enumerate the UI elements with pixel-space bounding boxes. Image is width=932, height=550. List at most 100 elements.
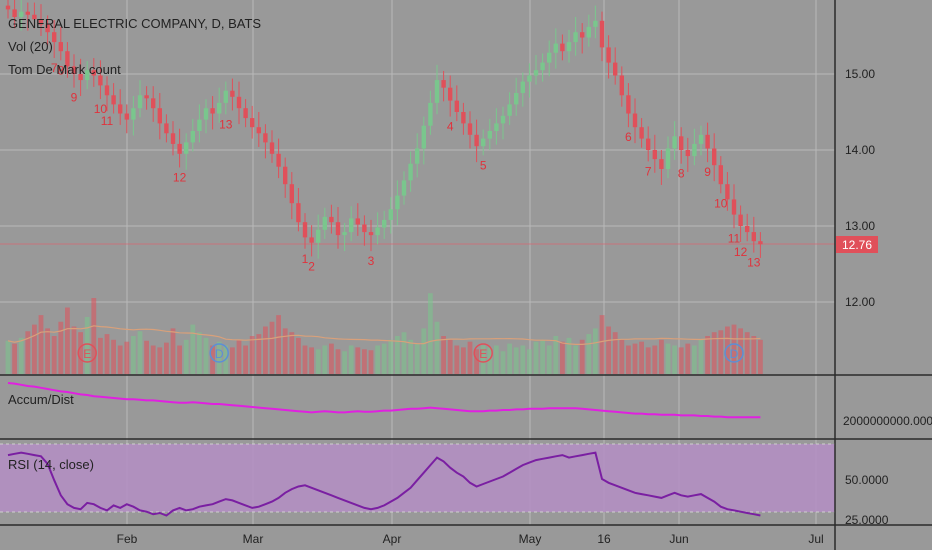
time-axis[interactable]: Feb Mar Apr May 16 Jun Jul — [117, 532, 824, 546]
volume-bar — [131, 336, 136, 374]
candle-body — [415, 148, 420, 164]
candle-body — [388, 209, 393, 220]
td-count-label: 8 — [57, 63, 64, 77]
candle-body — [382, 219, 387, 228]
td-count-label: 7 — [645, 164, 652, 178]
volume-bar — [177, 345, 182, 374]
candle-body — [118, 104, 123, 114]
td-count-label: 13 — [747, 256, 761, 270]
candle-body — [679, 136, 684, 150]
volume-bar — [362, 349, 367, 374]
candle-body — [639, 127, 644, 139]
candle-body — [467, 123, 473, 135]
candle-body — [78, 74, 83, 81]
candle-body — [428, 102, 433, 126]
time-tick: May — [519, 532, 542, 546]
symbol-title: GENERAL ELECTRIC COMPANY, D, BATS — [8, 16, 261, 31]
volume-bar — [487, 347, 493, 374]
volume-bar — [738, 328, 743, 374]
volume-bar — [692, 345, 697, 374]
candle-body — [745, 226, 750, 233]
event-marker-circle — [473, 343, 493, 363]
candle-body — [527, 75, 532, 82]
candle-body — [474, 134, 479, 147]
volume-bar — [566, 337, 572, 374]
volume-bar — [157, 347, 163, 374]
volume-bar — [5, 340, 11, 374]
candle-body — [111, 95, 116, 105]
volume-bar — [243, 345, 248, 374]
volume-bar — [698, 339, 704, 374]
volume-bar — [348, 345, 354, 374]
volume-bar — [421, 328, 427, 374]
candle-body — [368, 232, 374, 236]
volume-bar — [606, 326, 611, 374]
event-marker-circle — [77, 343, 97, 363]
candle-body — [586, 26, 591, 38]
rsi-tick: 50.0000 — [845, 473, 889, 487]
candle-body — [533, 70, 539, 76]
volume-bar — [434, 321, 440, 374]
volume-bars — [5, 293, 763, 374]
volume-bar — [500, 351, 506, 374]
candle-body — [441, 80, 446, 88]
volume-bar — [758, 339, 763, 374]
candle-body — [593, 20, 598, 27]
candle-body — [223, 90, 228, 103]
volume-bar — [494, 345, 499, 374]
volume-bar — [296, 337, 301, 374]
volume-bar — [276, 315, 281, 374]
rsi-line — [7, 451, 761, 517]
volume-bar — [619, 339, 625, 374]
td-count-label: 4 — [447, 120, 454, 134]
volume-bar — [197, 332, 202, 374]
volume-bar — [731, 324, 737, 374]
time-tick: Mar — [243, 532, 264, 546]
volume-bar — [322, 345, 328, 374]
candle-body — [652, 150, 657, 160]
volume-bar — [170, 328, 176, 374]
candle-body — [71, 66, 77, 74]
volume-bar — [263, 326, 268, 374]
candle-body — [296, 203, 301, 223]
candle-body — [250, 118, 255, 128]
volume-bar — [137, 331, 143, 374]
candle-body — [190, 131, 195, 143]
volume-bar — [546, 345, 552, 374]
time-tick: Apr — [383, 532, 402, 546]
td-count-label: 9 — [71, 91, 78, 105]
candle-body — [302, 222, 308, 238]
volume-bar — [461, 347, 466, 374]
candle-body — [203, 108, 209, 120]
candle-body — [712, 148, 717, 166]
candle-body — [606, 47, 611, 63]
volume-bar — [51, 336, 57, 374]
volume-bar — [480, 345, 486, 374]
volume-bar — [639, 341, 644, 374]
volume-bar — [381, 343, 387, 374]
volume-bar — [401, 332, 407, 374]
volume-bar — [315, 349, 321, 374]
rsi-band — [0, 444, 835, 512]
volume-bar — [236, 339, 242, 374]
td-counts: 567891011121312345678910111213 — [24, 0, 761, 273]
volume-bar — [395, 336, 400, 374]
candle-body — [25, 11, 30, 15]
volume-bar — [249, 336, 255, 374]
volume-bar — [507, 343, 512, 374]
candle-body — [672, 136, 677, 149]
volume-bar — [527, 349, 532, 374]
volume-bar — [467, 341, 473, 374]
candle-body — [52, 32, 57, 43]
candle-body — [157, 108, 162, 124]
candle-body — [705, 134, 710, 149]
candle-body — [725, 184, 730, 200]
price-axis[interactable]: 15.00 14.00 13.00 12.00 — [845, 67, 875, 309]
volume-bar — [744, 332, 750, 374]
event-marker-circle — [724, 343, 744, 363]
candle-body — [243, 108, 248, 119]
volume-bar — [520, 345, 526, 374]
candle-body — [12, 9, 17, 17]
